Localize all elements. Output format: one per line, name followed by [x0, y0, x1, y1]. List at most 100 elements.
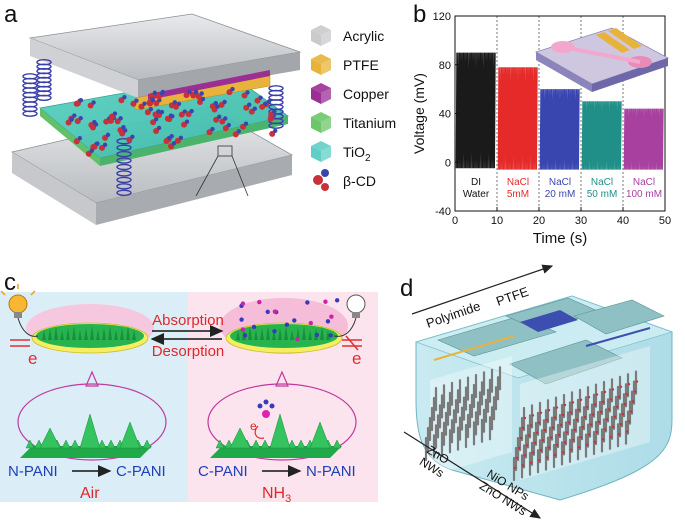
pani-spike [326, 330, 330, 340]
legend-swatch [311, 88, 321, 104]
nh3-molecule [329, 314, 334, 319]
pani-spike [54, 326, 58, 340]
absorption-desorption-arrows: Absorption Desorption [150, 312, 224, 360]
nio-nanoparticle [525, 444, 529, 447]
beta-cd-molecule [159, 91, 165, 96]
nio-nanoparticle [569, 448, 573, 451]
legend-swatch [321, 117, 331, 133]
beta-cd-molecule [112, 111, 118, 116]
nh3-molecule [251, 324, 257, 330]
beta-cd-molecule [199, 91, 204, 96]
beta-cd-molecule [134, 98, 139, 103]
nio-nanoparticle [531, 414, 535, 417]
nio-nanoparticle [515, 456, 519, 460]
legend-swatch [313, 175, 323, 185]
beta-cd-molecule [226, 122, 231, 128]
y-axis-label: Voltage (mV) [411, 73, 427, 154]
beta-cd-molecule [95, 141, 100, 146]
nio-nanoparticle [595, 393, 599, 396]
nio-nanoparticle [629, 410, 633, 413]
y-tick-label: 120 [433, 11, 451, 23]
legend-swatch [321, 169, 329, 177]
nio-nanoparticle [585, 443, 589, 446]
pani-spike [248, 326, 252, 340]
nio-nanoparticle [553, 453, 557, 457]
pani-large-spike [79, 413, 101, 449]
y-tick-label: 0 [445, 157, 451, 169]
nio-nanoparticle [575, 418, 579, 421]
nh3-molecule [240, 301, 246, 306]
nh3-molecule [257, 299, 262, 305]
panel-d-letter: d [400, 275, 413, 302]
nio-nanoparticle [555, 406, 559, 409]
nio-nanoparticle [595, 430, 599, 434]
pani-large-spike [39, 427, 61, 449]
spring-coil [116, 183, 132, 190]
pani-small-spike [296, 439, 306, 449]
reaction-right-from: C-PANI [198, 463, 248, 480]
spring-coil [116, 163, 132, 171]
panel-c: c [0, 269, 378, 505]
nio-nanoparticle [593, 440, 597, 444]
x-tick-label: 50 [659, 215, 671, 227]
beta-cd-molecule [150, 97, 155, 102]
nio-nanoparticle [533, 441, 537, 444]
unlit-bulb-icon [346, 294, 366, 318]
spring-coil [116, 150, 132, 158]
nio-nanoparticle [635, 380, 639, 383]
nh3-molecule [239, 317, 244, 322]
nio-nanoparticle [513, 466, 517, 470]
nio-nanoparticle [535, 431, 539, 434]
legend-swatch [311, 30, 321, 46]
pani-spike [78, 330, 82, 340]
nio-nanoparticle [563, 403, 567, 407]
beta-cd-molecule [69, 117, 74, 122]
spring-coil [36, 94, 52, 101]
beta-cd-molecule [222, 99, 227, 105]
reaction-left-to: C-PANI [116, 463, 166, 480]
nio-nanoparticle [605, 418, 609, 421]
legend-item: PTFE [311, 54, 379, 75]
beta-cd-molecule [167, 135, 172, 141]
legend-swatch [321, 183, 329, 191]
series-label: NaCl [549, 177, 571, 188]
pani-small-spike [25, 439, 35, 449]
nio-nanoparticle [531, 451, 535, 454]
pani-spike [60, 330, 64, 340]
nanowire-array [424, 366, 639, 482]
panel-a: a [4, 1, 396, 225]
nio-nanoparticle [569, 411, 573, 414]
pani-spike [266, 326, 270, 340]
beta-cd-molecule [243, 121, 249, 126]
nio-nanoparticle [565, 431, 569, 434]
legend-swatch [321, 59, 331, 75]
legend-swatch [311, 59, 321, 75]
beta-cd-molecule [148, 107, 154, 112]
beta-cd-molecule [223, 116, 228, 121]
nio-nanoparticle [573, 428, 577, 431]
ptfe-label: PTFE [494, 284, 531, 309]
nio-nanoparticle [547, 409, 551, 412]
beta-cd-molecule [184, 119, 190, 124]
legend-item: Acrylic [311, 25, 384, 46]
pani-spike [290, 330, 294, 340]
nio-nanoparticle [537, 459, 541, 462]
device-inset [535, 27, 669, 92]
spring-coil [22, 110, 38, 117]
beta-cd-molecule [182, 109, 188, 114]
beta-cd-molecule [187, 89, 192, 95]
nio-nanoparticle [625, 393, 629, 396]
nio-nanoparticle [611, 388, 615, 391]
spring-coil [116, 189, 132, 196]
nio-nanoparticle [585, 406, 589, 409]
legend-label: β-CD [343, 173, 376, 189]
nio-nanoparticle [609, 435, 613, 438]
pani-spike [48, 328, 52, 340]
pani-small-spike [142, 439, 152, 449]
beta-cd-molecule [258, 95, 263, 100]
zoomed-pani-right: e [210, 399, 342, 458]
electron-center-label: e [250, 419, 257, 433]
beta-cd-molecule [105, 132, 111, 138]
